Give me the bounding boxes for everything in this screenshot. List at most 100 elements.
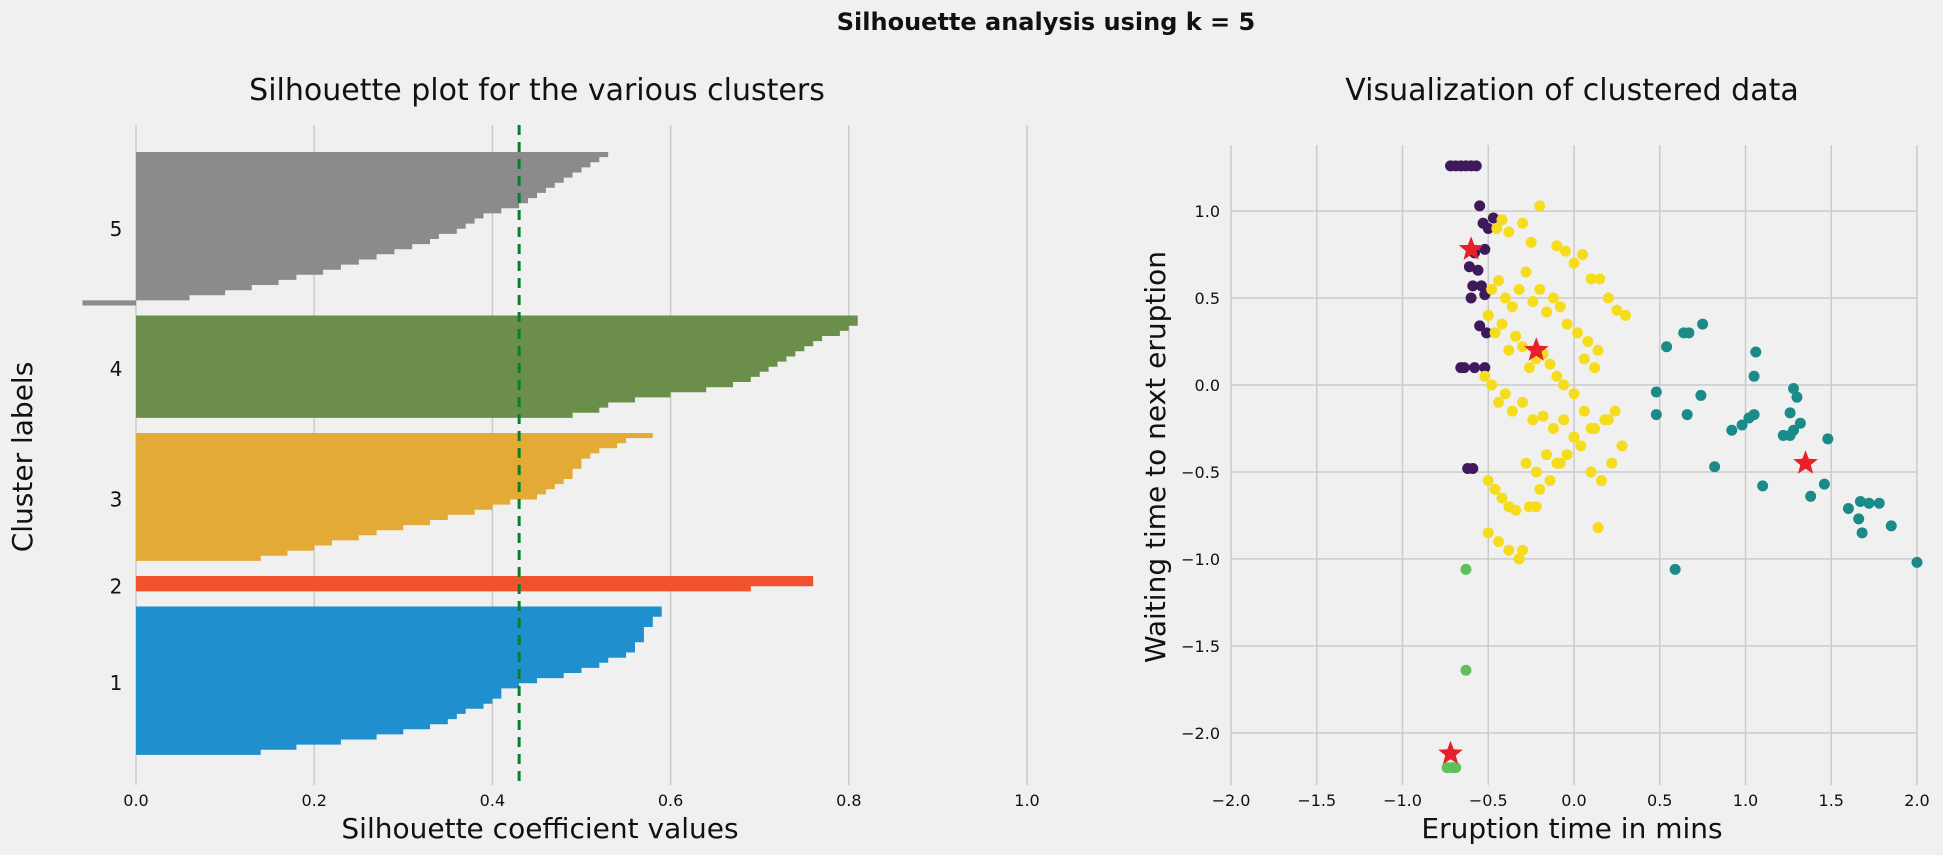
silhouette-x-tick-label: 0.0 <box>123 791 148 810</box>
scatter-point <box>1854 496 1866 508</box>
scatter-point <box>1527 414 1539 426</box>
scatter-point <box>1547 422 1559 434</box>
scatter-point <box>1541 449 1553 461</box>
scatter-point <box>1585 273 1597 285</box>
scatter-point <box>1517 341 1529 353</box>
silhouette-cluster-3-bar <box>136 433 653 566</box>
scatter-x-tick-label: −1.0 <box>1383 791 1422 810</box>
scatter-point <box>1465 292 1477 304</box>
scatter-point <box>1525 236 1537 248</box>
scatter-point <box>1750 346 1762 358</box>
scatter-point <box>1474 200 1486 212</box>
scatter-point <box>1661 341 1673 353</box>
silhouette-cluster-labels: 1 2 3 4 5 <box>110 217 123 695</box>
scatter-point <box>1856 527 1868 539</box>
scatter-point <box>1853 513 1865 525</box>
scatter-point <box>1582 336 1594 348</box>
scatter-point <box>1544 475 1556 487</box>
scatter-x-ticks: −2.0 −1.5 −1.0 −0.5 0.0 0.5 1.0 1.5 2.0 <box>1212 791 1930 810</box>
scatter-point <box>1541 306 1553 318</box>
scatter-point <box>1463 261 1475 273</box>
scatter-point <box>1474 320 1486 332</box>
silhouette-x-tick-label: 0.8 <box>836 791 861 810</box>
scatter-point <box>1559 245 1571 257</box>
scatter-point <box>1683 327 1695 339</box>
scatter-point <box>1479 370 1491 382</box>
scatter-point <box>1551 240 1563 252</box>
scatter-point <box>1681 409 1693 421</box>
scatter-y-tick-label: −1.0 <box>1181 550 1220 569</box>
scatter-point <box>1791 391 1803 403</box>
scatter-point <box>1619 309 1631 321</box>
scatter-point <box>1467 280 1479 292</box>
scatter-point <box>1517 217 1529 229</box>
scatter-point <box>1561 449 1573 461</box>
scatter-point <box>1818 478 1830 490</box>
scatter-point <box>1510 504 1522 516</box>
scatter-point <box>1470 160 1482 172</box>
scatter-point <box>1547 292 1559 304</box>
scatter-point <box>1503 344 1515 356</box>
scatter-point <box>1517 396 1529 408</box>
scatter-point <box>1606 457 1618 469</box>
scatter-point <box>1537 410 1549 422</box>
scatter-point <box>1469 362 1481 374</box>
scatter-point <box>1496 214 1508 226</box>
scatter-point <box>1506 301 1518 313</box>
scatter-point <box>1585 422 1597 434</box>
scatter-x-tick-label: 2.0 <box>1904 791 1929 810</box>
scatter-point <box>1467 462 1479 474</box>
scatter-point <box>1513 553 1525 565</box>
silhouette-chart-title: Silhouette plot for the various clusters <box>249 73 825 108</box>
centroid-star <box>1438 740 1463 765</box>
scatter-point <box>1520 266 1532 278</box>
scatter-point <box>1486 379 1498 391</box>
centroid-star <box>1793 450 1818 474</box>
scatter-point <box>1748 409 1760 421</box>
scatter-point <box>1873 497 1885 509</box>
scatter-point <box>1589 362 1601 374</box>
scatter-point <box>1650 409 1662 421</box>
scatter-point <box>1472 264 1484 276</box>
scatter-point <box>1479 362 1491 374</box>
silhouette-cluster-5-bar <box>82 152 609 306</box>
scatter-point <box>1736 419 1748 431</box>
scatter-point <box>1530 466 1542 478</box>
scatter-point <box>1578 353 1590 365</box>
scatter-point <box>1496 318 1508 330</box>
scatter-point <box>1568 431 1580 443</box>
scatter-y-tick-label: 0.0 <box>1195 376 1220 395</box>
scatter-point <box>1709 461 1721 473</box>
scatter-point <box>1482 309 1494 321</box>
scatter-point <box>1503 226 1515 238</box>
scatter-point <box>1863 497 1875 509</box>
scatter-point <box>1609 405 1621 417</box>
scatter-point <box>1757 480 1769 492</box>
scatter-point <box>1611 304 1623 316</box>
silhouette-y-label: Cluster labels <box>6 362 39 553</box>
scatter-point <box>1911 556 1923 568</box>
silhouette-x-tick-label: 0.4 <box>480 791 505 810</box>
centroid-star <box>1523 337 1549 361</box>
scatter-point <box>1493 396 1505 408</box>
scatter-point <box>1616 440 1628 452</box>
cluster-label-5: 5 <box>110 217 123 241</box>
scatter-point <box>1592 344 1604 356</box>
scatter-y-tick-label: −2.0 <box>1181 724 1220 743</box>
cluster-label-4: 4 <box>110 357 123 381</box>
scatter-point <box>1748 370 1760 382</box>
scatter-point <box>1520 457 1532 469</box>
scatter-point <box>1650 386 1662 398</box>
scatter-point <box>1602 292 1614 304</box>
silhouette-x-tick-label: 0.6 <box>658 791 683 810</box>
scatter-point <box>1513 283 1525 295</box>
scatter-x-tick-label: 1.5 <box>1819 791 1844 810</box>
scatter-point <box>1482 222 1494 234</box>
scatter-point <box>1568 388 1580 400</box>
scatter-point <box>1822 433 1834 445</box>
scatter-point <box>1482 475 1494 487</box>
scatter-point <box>1527 296 1539 308</box>
centroid-star <box>1458 236 1484 260</box>
scatter-point <box>1777 429 1789 441</box>
